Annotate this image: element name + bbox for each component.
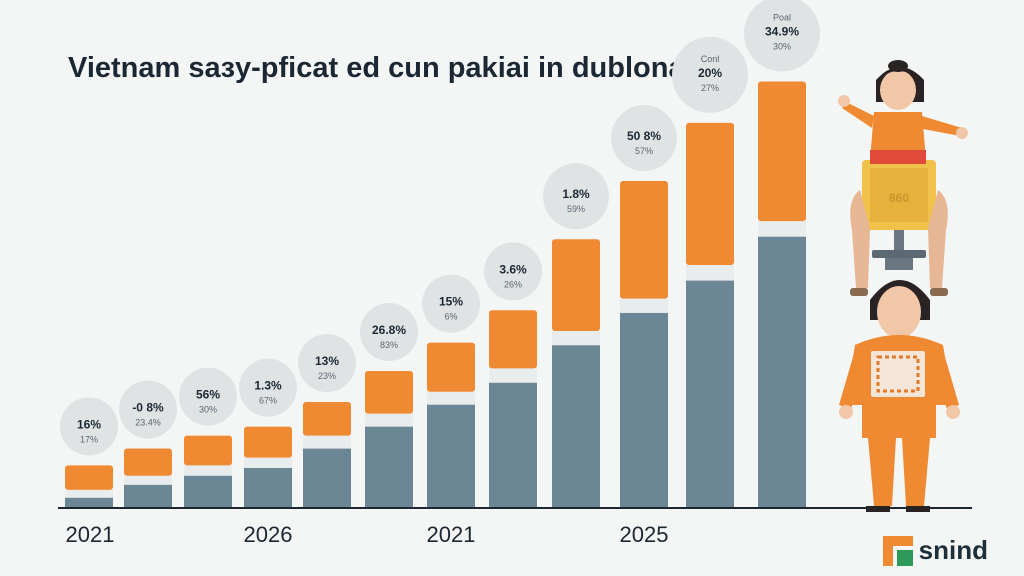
bar-light-1	[65, 489, 113, 498]
bubble-value-label: 34.9%	[765, 25, 799, 39]
bar-base-11	[686, 280, 734, 508]
bar-orange-2	[124, 448, 172, 476]
bubble-value-label: 3.6%	[499, 262, 527, 276]
bar-orange-7	[427, 342, 475, 392]
bar-base-6	[365, 426, 413, 508]
bubble-7	[422, 274, 480, 333]
bubble-value-label: 20%	[698, 66, 722, 80]
bar-light-8	[489, 368, 537, 383]
bubble-top-label: Poal	[773, 13, 791, 23]
bar-orange-5	[303, 402, 351, 436]
bar-base-7	[427, 404, 475, 508]
bubble-sub-label: 83%	[380, 340, 398, 350]
bar-light-3	[184, 465, 232, 476]
bubble-value-label: 56%	[196, 388, 220, 402]
bubble-value-label: -0 8%	[132, 401, 164, 415]
x-ticks-group: 2021 2026 2021 2025	[66, 522, 669, 547]
bar-base-2	[124, 484, 172, 508]
bar-light-5	[303, 435, 351, 449]
bubble-sub-label: 6%	[444, 312, 457, 322]
bar-base-1	[65, 497, 113, 508]
bar-light-12	[758, 221, 806, 237]
bubble-sub-label: 17%	[80, 434, 98, 444]
bubble-1	[60, 397, 118, 456]
bars-group	[65, 81, 806, 508]
bar-orange-4	[244, 426, 292, 458]
standing-person-figure	[839, 280, 960, 512]
chair-figure: 860	[862, 160, 936, 270]
bubble-value-label: 50 8%	[627, 129, 661, 143]
bubble-top-label: Conl	[701, 54, 720, 64]
bar-orange-8	[489, 310, 537, 369]
x-tick-label: 2021	[66, 522, 115, 547]
bubble-2	[119, 380, 177, 439]
bar-base-5	[303, 448, 351, 508]
bar-base-3	[184, 475, 232, 508]
bubble-sub-label: 30%	[773, 42, 791, 52]
bar-base-10	[620, 312, 668, 508]
bubble-value-label: 26.8%	[372, 323, 406, 337]
bar-orange-6	[365, 371, 413, 414]
bar-light-2	[124, 475, 172, 485]
bubble-value-label: 13%	[315, 354, 339, 368]
brand-name: snind	[918, 535, 988, 565]
bar-orange-11	[686, 122, 734, 266]
bubble-5	[298, 334, 356, 393]
bubble-sub-label: 23%	[318, 371, 336, 381]
bar-light-10	[620, 298, 668, 313]
bubble-sub-label: 26%	[504, 279, 522, 289]
bar-base-9	[552, 345, 600, 508]
bubble-9	[543, 163, 609, 230]
bar-light-4	[244, 457, 292, 468]
bar-light-7	[427, 391, 475, 405]
bar-base-4	[244, 467, 292, 508]
chair-sign-text: 860	[889, 191, 909, 205]
bubble-6	[360, 303, 418, 362]
bubble-sub-label: 27%	[701, 83, 719, 93]
bubble-value-label: 1.3%	[254, 379, 282, 393]
bubble-8	[484, 242, 542, 301]
bar-light-9	[552, 330, 600, 346]
bubble-sub-label: 67%	[259, 396, 277, 406]
x-tick-label: 2025	[620, 522, 669, 547]
people-illustration: 860	[838, 60, 968, 512]
bar-orange-12	[758, 81, 806, 222]
brand-logo: snind	[882, 535, 988, 566]
qr-sign	[869, 349, 927, 399]
x-tick-label: 2021	[427, 522, 476, 547]
bar-base-8	[489, 382, 537, 508]
chart-title: Vietnam saзy-pficat ed cun pakiai in dub…	[68, 52, 685, 84]
bar-orange-10	[620, 181, 668, 299]
bar-orange-3	[184, 435, 232, 466]
bubble-value-label: 1.8%	[562, 187, 590, 201]
bubbles-group: 16% 17% -0 8% 23.4% 56% 30% 1.3% 67% 13% 23% 26.8%…	[60, 0, 820, 456]
bubble-sub-label: 30%	[199, 405, 217, 415]
bubble-sub-label: 23.4%	[135, 418, 161, 428]
x-tick-label: 2026	[244, 522, 293, 547]
bar-orange-9	[552, 239, 600, 331]
bar-base-12	[758, 236, 806, 508]
bubble-10	[611, 105, 677, 172]
bubble-3	[179, 367, 237, 426]
bar-light-6	[365, 413, 413, 427]
bubble-value-label: 16%	[77, 417, 101, 431]
brand-mark-icon	[882, 535, 913, 566]
bubble-sub-label: 59%	[567, 204, 585, 214]
bubble-12	[744, 0, 820, 72]
bar-orange-1	[65, 465, 113, 490]
bubble-4	[239, 358, 297, 417]
sitting-person-figure	[838, 60, 968, 296]
bar-light-11	[686, 265, 734, 281]
bubble-value-label: 15%	[439, 295, 463, 309]
bubble-sub-label: 57%	[635, 146, 653, 156]
bubble-11	[672, 36, 748, 113]
